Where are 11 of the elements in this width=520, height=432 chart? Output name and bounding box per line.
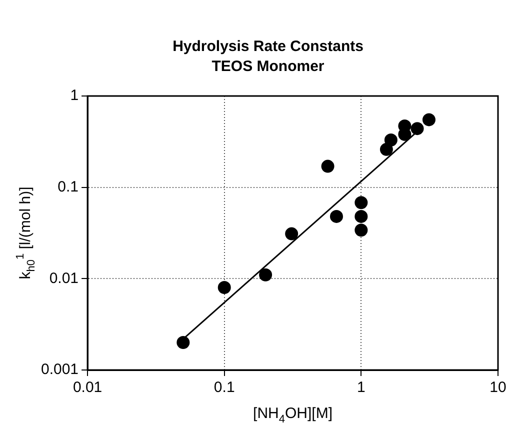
y-tick-label: 0.001 xyxy=(40,361,79,378)
x-tick-label: 0.1 xyxy=(214,379,235,396)
chart-subtitle: TEOS Monomer xyxy=(212,58,324,76)
y-tick-label: 1 xyxy=(70,87,79,104)
y-tick-label: 0.1 xyxy=(58,178,79,196)
y-axis-title: kh01 [l/(mol h)] xyxy=(14,186,38,280)
x-tick-label: 0.01 xyxy=(72,379,102,396)
y-tick-label: 0.01 xyxy=(49,270,79,287)
x-tick-label: 10 xyxy=(490,379,506,396)
x-tick-label: 1 xyxy=(357,379,366,396)
chart-title: Hydrolysis Rate Constants xyxy=(172,38,364,56)
